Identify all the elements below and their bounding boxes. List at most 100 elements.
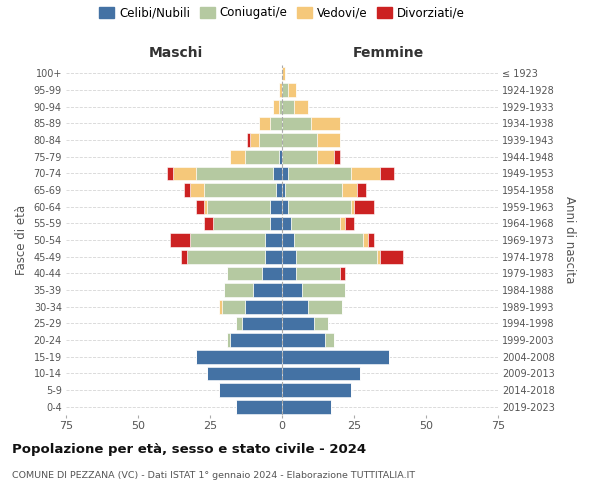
Bar <box>236 400 282 413</box>
Bar <box>271 200 282 213</box>
Bar <box>276 183 282 197</box>
Bar <box>282 216 290 230</box>
Bar <box>285 183 343 197</box>
Bar <box>282 66 285 80</box>
Bar <box>282 350 389 364</box>
Bar <box>218 300 221 314</box>
Bar <box>196 166 274 180</box>
Bar <box>221 300 245 314</box>
Bar <box>259 133 282 147</box>
Text: Popolazione per età, sesso e stato civile - 2024: Popolazione per età, sesso e stato civil… <box>12 442 366 456</box>
Bar <box>282 383 351 397</box>
Bar <box>282 100 293 114</box>
Bar <box>317 150 334 164</box>
Bar <box>354 200 374 213</box>
Bar <box>207 200 271 213</box>
Bar <box>265 250 282 264</box>
Bar <box>167 166 173 180</box>
Bar <box>296 250 377 264</box>
Bar <box>293 233 362 247</box>
Bar <box>213 216 271 230</box>
Bar <box>207 366 282 380</box>
Bar <box>247 133 250 147</box>
Bar <box>190 183 204 197</box>
Bar <box>279 150 282 164</box>
Bar <box>190 233 265 247</box>
Bar <box>377 250 380 264</box>
Bar <box>173 166 196 180</box>
Y-axis label: Anni di nascita: Anni di nascita <box>563 196 577 284</box>
Bar <box>245 150 279 164</box>
Bar <box>236 316 242 330</box>
Bar <box>282 133 317 147</box>
Bar <box>253 283 282 297</box>
Bar <box>282 83 288 97</box>
Bar <box>245 300 282 314</box>
Bar <box>308 300 343 314</box>
Bar <box>187 250 265 264</box>
Bar <box>282 333 325 347</box>
Bar <box>293 100 308 114</box>
Bar <box>351 166 380 180</box>
Bar <box>204 200 207 213</box>
Bar <box>196 350 282 364</box>
Bar <box>296 266 340 280</box>
Bar <box>282 233 293 247</box>
Bar <box>282 366 360 380</box>
Bar <box>227 266 262 280</box>
Bar <box>265 233 282 247</box>
Bar <box>282 283 302 297</box>
Bar <box>311 116 340 130</box>
Bar <box>184 183 190 197</box>
Legend: Celibi/Nubili, Coniugati/e, Vedovi/e, Divorziati/e: Celibi/Nubili, Coniugati/e, Vedovi/e, Di… <box>94 2 470 24</box>
Bar <box>279 83 282 97</box>
Bar <box>271 216 282 230</box>
Bar <box>282 400 331 413</box>
Bar <box>250 133 259 147</box>
Bar <box>274 100 279 114</box>
Bar <box>343 183 357 197</box>
Bar <box>340 266 346 280</box>
Bar <box>357 183 365 197</box>
Bar <box>196 200 204 213</box>
Bar <box>274 166 282 180</box>
Bar <box>288 166 351 180</box>
Bar <box>380 166 394 180</box>
Bar <box>242 316 282 330</box>
Bar <box>259 116 271 130</box>
Bar <box>230 150 245 164</box>
Bar <box>282 316 314 330</box>
Bar <box>302 283 346 297</box>
Y-axis label: Fasce di età: Fasce di età <box>15 205 28 275</box>
Bar <box>351 200 354 213</box>
Bar <box>282 266 296 280</box>
Bar <box>218 383 282 397</box>
Bar <box>262 266 282 280</box>
Bar <box>362 233 368 247</box>
Bar <box>271 116 282 130</box>
Bar <box>325 333 334 347</box>
Bar <box>317 133 340 147</box>
Bar <box>204 183 276 197</box>
Bar <box>334 150 340 164</box>
Bar <box>346 216 354 230</box>
Bar <box>288 83 296 97</box>
Bar <box>288 200 351 213</box>
Bar <box>340 216 346 230</box>
Bar <box>314 316 328 330</box>
Bar <box>368 233 374 247</box>
Bar <box>282 150 317 164</box>
Bar <box>181 250 187 264</box>
Bar <box>282 116 311 130</box>
Text: Maschi: Maschi <box>148 46 203 60</box>
Bar <box>290 216 340 230</box>
Text: COMUNE DI PEZZANA (VC) - Dati ISTAT 1° gennaio 2024 - Elaborazione TUTTITALIA.IT: COMUNE DI PEZZANA (VC) - Dati ISTAT 1° g… <box>12 471 415 480</box>
Bar <box>282 166 288 180</box>
Text: Femmine: Femmine <box>353 46 424 60</box>
Bar <box>282 200 288 213</box>
Bar <box>279 100 282 114</box>
Bar <box>204 216 213 230</box>
Bar <box>227 333 230 347</box>
Bar <box>282 300 308 314</box>
Bar <box>282 250 296 264</box>
